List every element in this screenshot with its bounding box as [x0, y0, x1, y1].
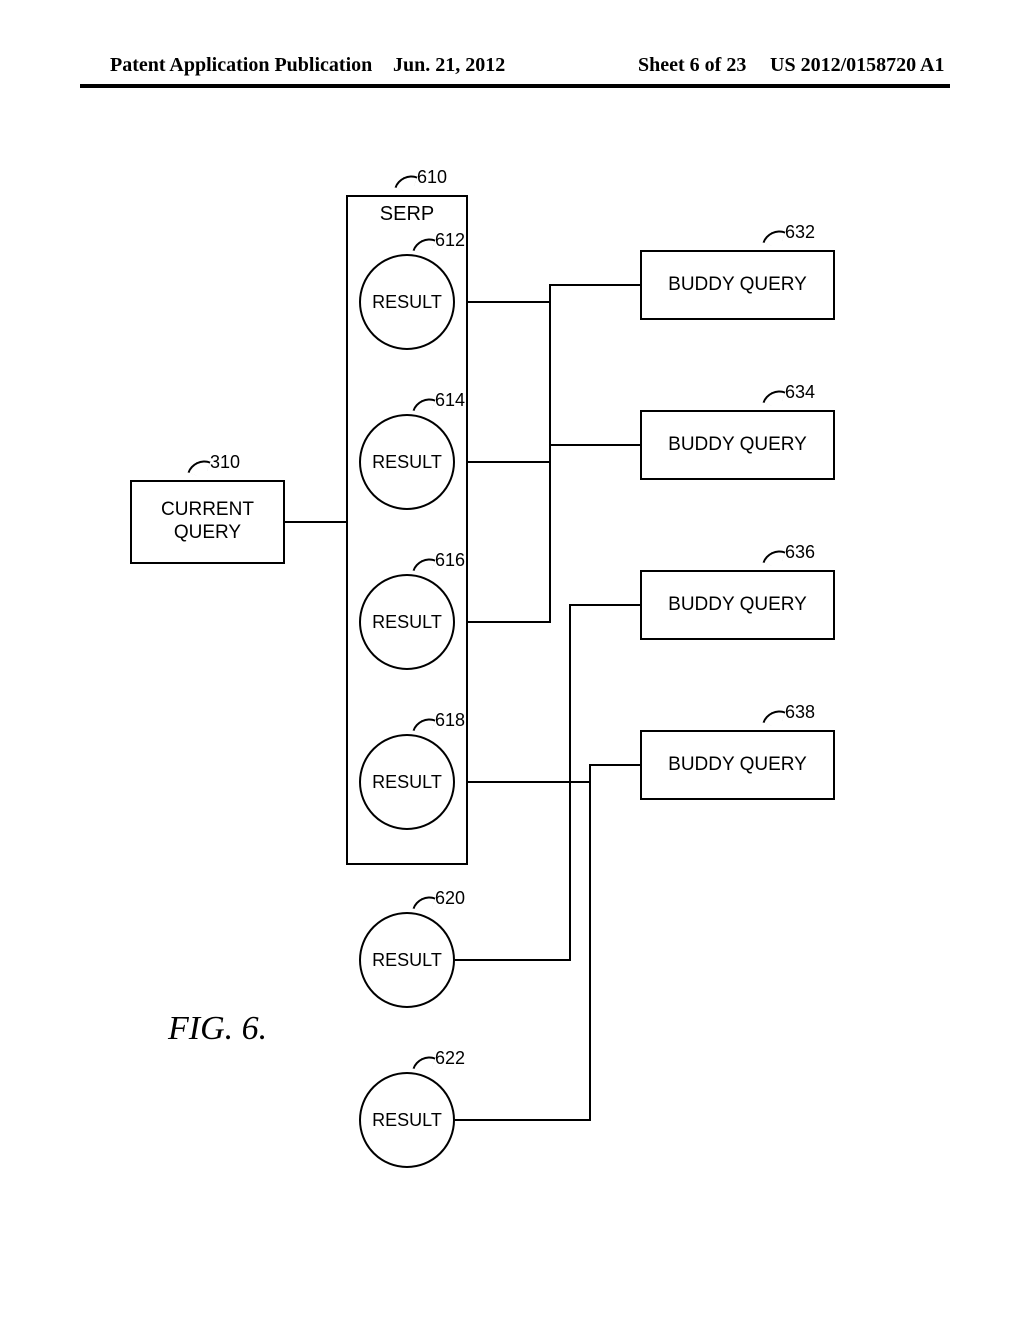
result-node: RESULT	[359, 1072, 455, 1168]
result-label: RESULT	[372, 292, 442, 313]
result-label: RESULT	[372, 452, 442, 473]
buddy-query-label: BUDDY QUERY	[668, 594, 807, 617]
buddy-query-box: BUDDY QUERY	[640, 730, 835, 800]
edge	[455, 285, 640, 302]
result-ref: 620	[435, 888, 465, 909]
buddy-query-ref: 636	[785, 542, 815, 563]
buddy-query-box: BUDDY QUERY	[640, 570, 835, 640]
serp-ref: 610	[417, 167, 447, 188]
buddy-query-box: BUDDY QUERY	[640, 410, 835, 480]
edge	[455, 605, 640, 782]
buddy-query-ref: 634	[785, 382, 815, 403]
result-node: RESULT	[359, 414, 455, 510]
result-node: RESULT	[359, 254, 455, 350]
buddy-query-ref: 632	[785, 222, 815, 243]
result-ref: 616	[435, 550, 465, 571]
result-node: RESULT	[359, 574, 455, 670]
result-label: RESULT	[372, 772, 442, 793]
result-ref: 612	[435, 230, 465, 251]
buddy-query-ref: 638	[785, 702, 815, 723]
current-query-box: CURRENT QUERY	[130, 480, 285, 564]
edge	[455, 765, 640, 782]
result-node: RESULT	[359, 734, 455, 830]
buddy-query-box: BUDDY QUERY	[640, 250, 835, 320]
edges-svg	[0, 0, 1024, 1320]
buddy-query-label: BUDDY QUERY	[668, 434, 807, 457]
figure-label: FIG. 6.	[168, 1010, 267, 1048]
result-ref: 622	[435, 1048, 465, 1069]
edge	[455, 445, 640, 462]
serp-title: SERP	[346, 203, 468, 226]
buddy-query-label: BUDDY QUERY	[668, 754, 807, 777]
result-label: RESULT	[372, 950, 442, 971]
result-node: RESULT	[359, 912, 455, 1008]
result-label: RESULT	[372, 612, 442, 633]
current-query-label: CURRENT QUERY	[132, 499, 283, 545]
edge	[455, 285, 640, 622]
result-ref: 618	[435, 710, 465, 731]
buddy-query-label: BUDDY QUERY	[668, 274, 807, 297]
result-ref: 614	[435, 390, 465, 411]
diagram: SERP 610 CURRENT QUERY 310 RESULT 612 RESU…	[0, 0, 1024, 1320]
page: Patent Application Publication Jun. 21, …	[0, 0, 1024, 1320]
current-query-ref: 310	[210, 452, 240, 473]
edge	[455, 765, 640, 1120]
result-label: RESULT	[372, 1110, 442, 1131]
